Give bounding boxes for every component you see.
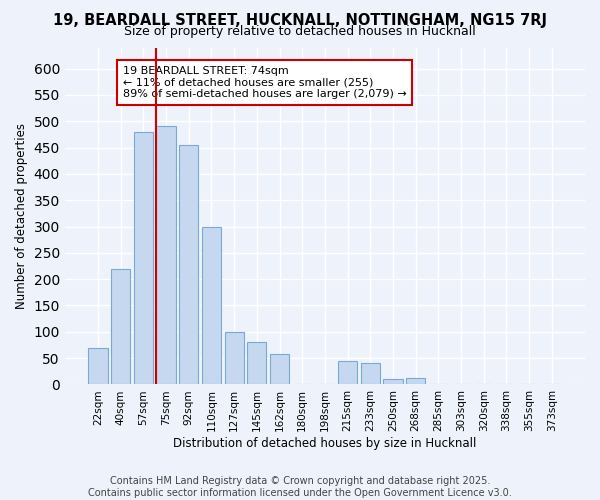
Bar [338,361,357,384]
Bar [111,268,130,384]
Bar [179,145,199,384]
Bar [383,379,403,384]
Text: 19 BEARDALL STREET: 74sqm
← 11% of detached houses are smaller (255)
89% of semi: 19 BEARDALL STREET: 74sqm ← 11% of detac… [123,66,407,99]
Y-axis label: Number of detached properties: Number of detached properties [15,123,28,309]
Bar [88,348,108,385]
Bar [202,226,221,384]
Text: 19, BEARDALL STREET, HUCKNALL, NOTTINGHAM, NG15 7RJ: 19, BEARDALL STREET, HUCKNALL, NOTTINGHA… [53,12,547,28]
Bar [406,378,425,384]
Bar [224,332,244,384]
Bar [361,364,380,384]
Bar [134,132,153,384]
Text: Size of property relative to detached houses in Hucknall: Size of property relative to detached ho… [124,25,476,38]
Bar [247,342,266,384]
X-axis label: Distribution of detached houses by size in Hucknall: Distribution of detached houses by size … [173,437,476,450]
Bar [270,354,289,384]
Text: Contains HM Land Registry data © Crown copyright and database right 2025.
Contai: Contains HM Land Registry data © Crown c… [88,476,512,498]
Bar [157,126,176,384]
